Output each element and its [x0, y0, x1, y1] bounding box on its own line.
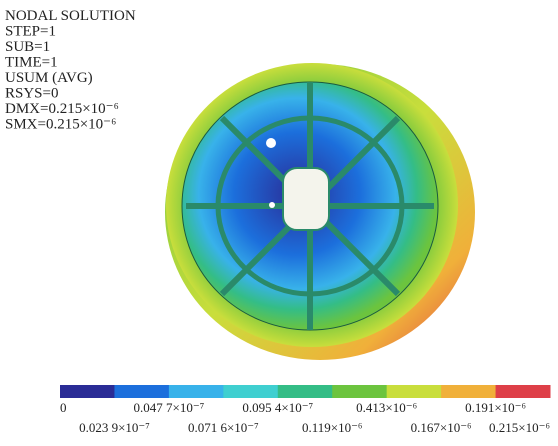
legend-swatch [332, 385, 387, 398]
header-line: SMX=0.215×10⁻⁶ [5, 117, 116, 133]
legend-label: 0.119×10⁻⁶ [302, 420, 363, 435]
legend-swatch [387, 385, 442, 398]
legend-swatch [60, 385, 115, 398]
wheel-model [165, 63, 475, 360]
legend-swatch [223, 385, 278, 398]
legend-swatch [278, 385, 333, 398]
legend-swatch [114, 385, 169, 398]
contour-view: NODAL SOLUTIONSTEP=1SUB=1TIME=1USUM (AVG… [0, 0, 558, 446]
header-line: STEP=1 [5, 24, 56, 40]
legend-label: 0.191×10⁻⁶ [465, 400, 526, 415]
legend: 0 0.047 7×10⁻⁷ 0.095 4×10⁻⁷ 0.413×10⁻⁶ 0.191… [60, 385, 551, 435]
legend-label: 0.071 6×10⁻⁷ [188, 420, 259, 435]
header-line: NODAL SOLUTION [5, 8, 136, 24]
header-line: RSYS=0 [5, 86, 58, 102]
legend-swatch [169, 385, 224, 398]
legend-label: 0.167×10⁻⁶ [411, 420, 472, 435]
legend-label: 0.095 4×10⁻⁷ [242, 400, 313, 415]
legend-swatch [496, 385, 551, 398]
legend-label: 0.047 7×10⁻⁷ [134, 400, 205, 415]
header-line: TIME=1 [5, 55, 58, 71]
legend-label: 0 [60, 400, 67, 415]
legend-swatch [441, 385, 496, 398]
header-line: SUB=1 [5, 39, 50, 55]
legend-label: 0.215×10⁻⁶ [489, 420, 550, 435]
legend-label: 0.413×10⁻⁶ [356, 400, 417, 415]
header-line: DMX=0.215×10⁻⁶ [5, 101, 119, 117]
header-line: USUM (AVG) [5, 70, 93, 86]
legend-label: 0.023 9×10⁻⁷ [79, 420, 150, 435]
